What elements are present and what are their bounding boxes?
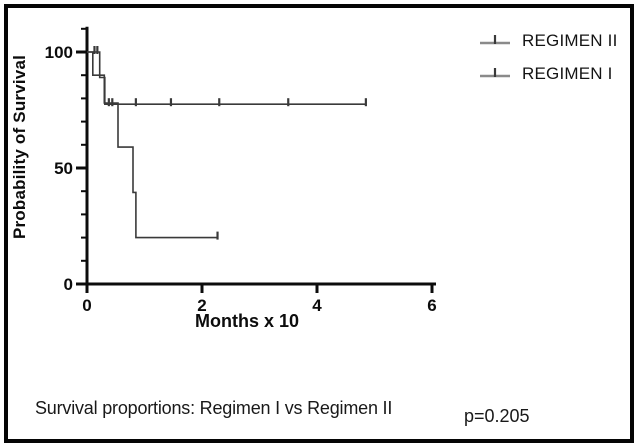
y-axis-tick-label: 50 [54,159,73,178]
legend-item-regimen-ii: REGIMEN II [479,31,618,51]
x-axis-tick-label: 6 [427,296,436,315]
legend-label: REGIMEN I [522,64,613,83]
figure-caption: Survival proportions: Regimen I vs Regim… [35,398,393,418]
x-axis-title: Months x 10 [194,311,300,331]
y-axis-tick-label: 0 [64,275,73,294]
survival-curve-regimen-ii [87,51,366,105]
curves-layer [87,46,367,240]
axes-layer: 0 50 100 0 2 4 6 [45,26,437,315]
figure-border [4,4,634,443]
survival-curve-regimen-i [87,51,218,239]
censor-tick-symbol-icon [480,35,510,45]
legend-item-regimen-i: REGIMEN I [479,64,618,84]
y-axis-tick-label: 100 [45,43,73,62]
legend: REGIMEN II REGIMEN I [479,31,618,84]
x-axis-tick-label: 4 [312,296,322,315]
x-axis-tick-label: 2 [197,296,206,315]
legend-label: REGIMEN II [522,31,618,50]
censor-tick-symbol-icon [480,68,510,78]
p-value-label: p=0.205 [464,406,530,426]
x-axis-tick-label: 0 [82,296,91,315]
y-axis-title: Probability of Survival [10,54,29,240]
